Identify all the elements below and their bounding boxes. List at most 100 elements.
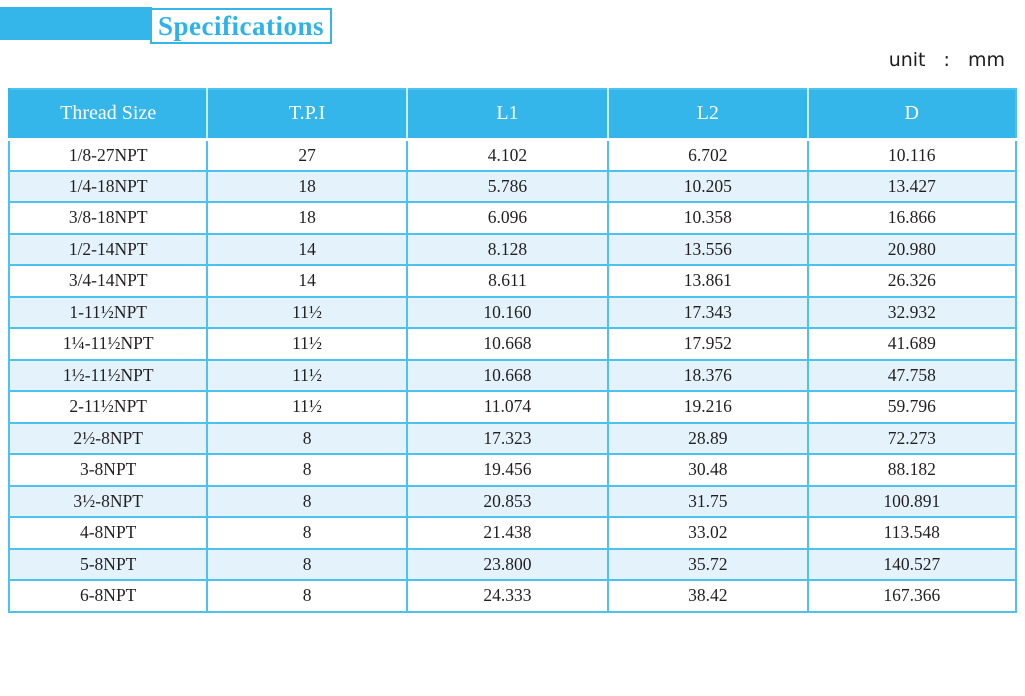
table-cell: 41.689 <box>806 327 1018 361</box>
column-header-l1: L1 <box>405 89 609 141</box>
unit-label: unit : mm <box>888 49 1005 71</box>
table-cell: 5-8NPT <box>7 547 209 581</box>
table-cell: 8 <box>206 547 408 581</box>
table-cell: 1/2-14NPT <box>7 232 209 266</box>
table-cell: 33.02 <box>607 516 809 550</box>
table-cell: 20.853 <box>405 484 610 518</box>
table-cell: 4-8NPT <box>7 516 209 550</box>
table-cell: 24.333 <box>405 579 610 613</box>
table-cell: 10.205 <box>607 169 809 203</box>
table-cell: 26.326 <box>806 264 1018 298</box>
table-cell: 10.668 <box>405 327 610 361</box>
table-cell: 1¼-11½NPT <box>7 327 209 361</box>
table-cell: 8 <box>206 484 408 518</box>
table-cell: 100.891 <box>806 484 1018 518</box>
section-title-box: Specifications <box>150 8 332 44</box>
table-row: 3½-8NPT 8 20.853 31.75 100.891 <box>7 484 1018 518</box>
table-cell: 8 <box>206 516 408 550</box>
table-row: 1½-11½NPT 11½ 10.668 18.376 47.758 <box>7 358 1018 392</box>
table-row: 1-11½NPT 11½ 10.160 17.343 32.932 <box>7 295 1018 329</box>
column-header-tpi: T.P.I <box>206 89 407 141</box>
page-title: Specifications <box>158 10 324 41</box>
table-cell: 6.702 <box>607 138 809 172</box>
column-header-d: D <box>806 89 1016 141</box>
table-cell: 2-11½NPT <box>7 390 209 424</box>
table-cell: 30.48 <box>607 453 809 487</box>
table-cell: 6.096 <box>405 201 610 235</box>
table-row: 3-8NPT 8 19.456 30.48 88.182 <box>7 453 1018 487</box>
table-row: 6-8NPT 8 24.333 38.42 167.366 <box>7 579 1018 613</box>
table-cell: 35.72 <box>607 547 809 581</box>
table-cell: 10.668 <box>405 358 610 392</box>
table-cell: 113.548 <box>806 516 1018 550</box>
table-cell: 1½-11½NPT <box>7 358 209 392</box>
table-cell: 10.160 <box>405 295 610 329</box>
table-cell: 23.800 <box>405 547 610 581</box>
table-cell: 10.116 <box>806 138 1018 172</box>
table-cell: 31.75 <box>607 484 809 518</box>
table-cell: 28.89 <box>607 421 809 455</box>
table-cell: 19.456 <box>405 453 610 487</box>
table-cell: 17.952 <box>607 327 809 361</box>
table-cell: 27 <box>206 138 408 172</box>
table-cell: 88.182 <box>806 453 1018 487</box>
table-row: 3/8-18NPT 18 6.096 10.358 16.866 <box>7 201 1018 235</box>
table-cell: 8 <box>206 579 408 613</box>
table-cell: 17.323 <box>405 421 610 455</box>
table-cell: 16.866 <box>806 201 1018 235</box>
table-cell: 8.128 <box>405 232 610 266</box>
table-cell: 17.343 <box>607 295 809 329</box>
table-cell: 18 <box>206 201 408 235</box>
table-cell: 4.102 <box>405 138 610 172</box>
table-cell: 3½-8NPT <box>7 484 209 518</box>
table-cell: 11.074 <box>405 390 610 424</box>
table-cell: 21.438 <box>405 516 610 550</box>
table-cell: 1/8-27NPT <box>7 138 209 172</box>
table-cell: 13.556 <box>607 232 809 266</box>
title-accent-bar <box>0 7 152 40</box>
table-cell: 19.216 <box>607 390 809 424</box>
table-cell: 140.527 <box>806 547 1018 581</box>
table-cell: 167.366 <box>806 579 1018 613</box>
table-row: 4-8NPT 8 21.438 33.02 113.548 <box>7 516 1018 550</box>
spec-table-body: 1/8-27NPT 27 4.102 6.702 10.116 1/4-18NPT 18 5.… <box>7 138 1018 613</box>
table-header: Thread Size T.P.I L1 L2 D <box>7 89 1016 141</box>
table-cell: 5.786 <box>405 169 610 203</box>
table-cell: 3/8-18NPT <box>7 201 209 235</box>
table-row: 1/4-18NPT 18 5.786 10.205 13.427 <box>7 169 1018 203</box>
table-row: 2½-8NPT 8 17.323 28.89 72.273 <box>7 421 1018 455</box>
table-cell: 38.42 <box>607 579 809 613</box>
table-row: 1¼-11½NPT 11½ 10.668 17.952 41.689 <box>7 327 1018 361</box>
table-row: 3/4-14NPT 14 8.611 13.861 26.326 <box>7 264 1018 298</box>
table-cell: 18.376 <box>607 358 809 392</box>
table-cell: 1/4-18NPT <box>7 169 209 203</box>
table-cell: 3/4-14NPT <box>7 264 209 298</box>
table-cell: 59.796 <box>806 390 1018 424</box>
table-cell: 8.611 <box>405 264 610 298</box>
table-row: 1/8-27NPT 27 4.102 6.702 10.116 <box>7 138 1018 172</box>
table-cell: 47.758 <box>806 358 1018 392</box>
table-cell: 72.273 <box>806 421 1018 455</box>
table-cell: 10.358 <box>607 201 809 235</box>
table-cell: 13.861 <box>607 264 809 298</box>
table-cell: 14 <box>206 264 408 298</box>
table-cell: 18 <box>206 169 408 203</box>
table-cell: 8 <box>206 421 408 455</box>
table-cell: 11½ <box>206 358 408 392</box>
table-cell: 11½ <box>206 390 408 424</box>
column-header-l2: L2 <box>607 89 808 141</box>
table-cell: 14 <box>206 232 408 266</box>
table-cell: 3-8NPT <box>7 453 209 487</box>
table-row: 5-8NPT 8 23.800 35.72 140.527 <box>7 547 1018 581</box>
table-row: 2-11½NPT 11½ 11.074 19.216 59.796 <box>7 390 1018 424</box>
table-row: 1/2-14NPT 14 8.128 13.556 20.980 <box>7 232 1018 266</box>
table-cell: 2½-8NPT <box>7 421 209 455</box>
table-cell: 20.980 <box>806 232 1018 266</box>
table-cell: 1-11½NPT <box>7 295 209 329</box>
table-cell: 6-8NPT <box>7 579 209 613</box>
table-cell: 11½ <box>206 295 408 329</box>
column-header-thread-size: Thread Size <box>7 89 208 141</box>
table-cell: 11½ <box>206 327 408 361</box>
table-header-row: Thread Size T.P.I L1 L2 D <box>7 89 1016 141</box>
